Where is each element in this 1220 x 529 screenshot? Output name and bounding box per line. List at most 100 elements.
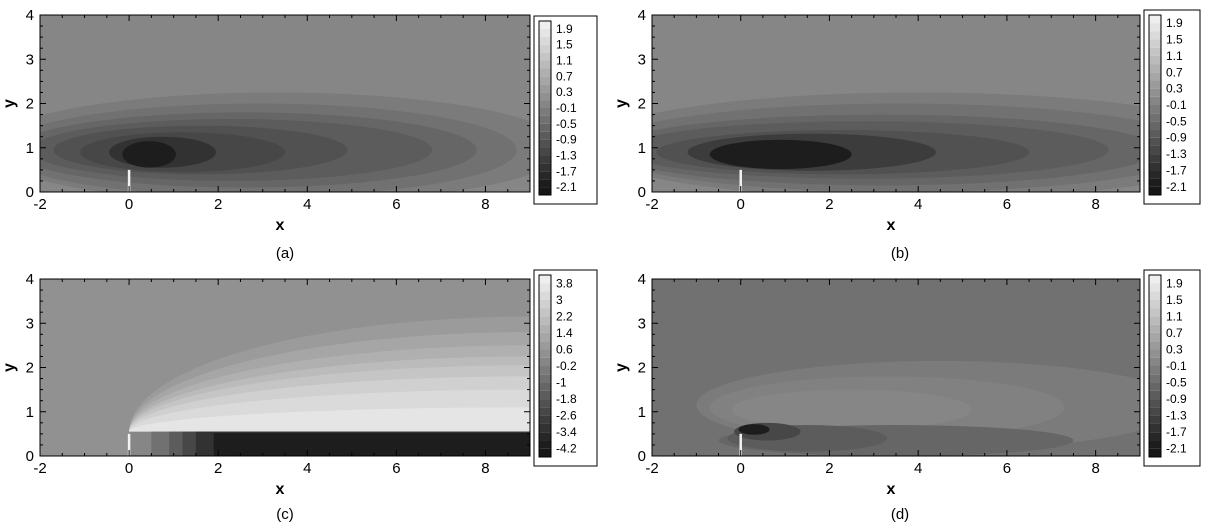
colorbar-swatch (1149, 39, 1161, 48)
colorbar-label: 1.5 (1166, 33, 1183, 47)
colorbar-swatch (539, 415, 551, 424)
colorbar-swatch (539, 374, 551, 383)
colorbar-label: 1.9 (1166, 276, 1183, 290)
colorbar-swatch (539, 423, 551, 433)
colorbar-swatch (539, 147, 551, 156)
y-axis-label: y (1, 99, 18, 108)
colorbar-label: -0.1 (1166, 98, 1187, 112)
colorbar-swatch (1149, 448, 1161, 457)
colorbar-swatch (539, 84, 551, 93)
x-tick-label: 0 (125, 460, 133, 477)
colorbar-swatch (1149, 15, 1161, 24)
colorbar-swatch (1149, 432, 1161, 441)
y-axis-label: y (613, 363, 630, 372)
colorbar-label: 1.1 (1166, 49, 1183, 63)
colorbar-swatch (539, 28, 551, 37)
colorbar-label: -0.1 (1166, 359, 1187, 373)
x-tick-label: 0 (737, 196, 745, 213)
colorbar-label: 0.7 (1166, 326, 1183, 340)
colorbar-label: -2.1 (1166, 442, 1187, 456)
y-tick-label: 2 (638, 360, 646, 377)
x-tick-label: 4 (303, 460, 311, 477)
colorbar-swatch (1149, 162, 1161, 171)
x-tick-label: 8 (481, 460, 489, 477)
x-axis-label: x (276, 217, 285, 234)
y-tick-label: 1 (26, 140, 34, 157)
colorbar-swatch (1149, 399, 1161, 408)
x-tick-label: 4 (303, 196, 311, 213)
y-tick-label: 4 (26, 271, 34, 288)
contour-region (731, 389, 972, 430)
contour-field (652, 279, 1140, 456)
colorbar-swatch (1149, 357, 1161, 366)
colorbar-label: 1.9 (556, 22, 573, 36)
colorbar-label: -3.4 (556, 425, 577, 439)
colorbar-label: -0.9 (556, 133, 577, 147)
y-tick-label: 1 (638, 404, 646, 421)
contour-region (709, 139, 852, 169)
colorbar-swatch (539, 407, 551, 416)
panel-3: -2 0 2 4 6 801234xy3.832.21.40.6-0.2-1-1.8-2.… (1, 269, 598, 523)
x-tick-label: 6 (1003, 460, 1011, 477)
colorbar-label: -2.6 (556, 409, 577, 423)
x-tick-label: -2 (33, 460, 46, 477)
colorbar-swatch (1149, 283, 1161, 292)
x-tick-label: -2 (645, 196, 658, 213)
colorbar-swatch (1149, 390, 1161, 400)
colorbar-swatch (1149, 407, 1161, 416)
colorbar-swatch (539, 283, 551, 292)
x-tick-label: 6 (392, 460, 400, 477)
colorbar-swatch (1149, 308, 1161, 317)
colorbar-label: 1.4 (556, 326, 573, 340)
colorbar-swatch (1149, 275, 1161, 284)
x-tick-label: 2 (214, 196, 222, 213)
colorbar-label: 2.2 (556, 309, 573, 323)
colorbar-swatch (539, 432, 551, 441)
panel-caption: (b) (891, 245, 909, 262)
colorbar-label: -1.3 (556, 148, 577, 162)
colorbar-label: -2.1 (556, 180, 577, 194)
colorbar-swatch (1149, 170, 1161, 179)
colorbar-swatch (1149, 332, 1161, 342)
x-tick-label: 4 (914, 460, 922, 477)
colorbar-swatch (539, 316, 551, 325)
colorbar-label: -1 (556, 376, 567, 390)
colorbar-swatch (1149, 154, 1161, 163)
panel-4: -2 0 2 4 6 801234xy1.91.51.10.70.3-0.1-0.5-0.… (613, 269, 1201, 523)
colorbar-swatch (1149, 324, 1161, 333)
colorbar-label: 1.5 (556, 38, 573, 52)
x-axis-label: x (276, 481, 285, 498)
colorbar-swatch (539, 382, 551, 391)
contour-field (652, 15, 1140, 192)
colorbar-swatch (539, 100, 551, 108)
colorbar-swatch (539, 299, 551, 309)
y-tick-label: 4 (638, 7, 646, 24)
colorbar-label: 0.3 (556, 85, 573, 99)
colorbar-swatch (1149, 23, 1161, 32)
colorbar-swatch (539, 448, 551, 457)
colorbar-swatch (539, 60, 551, 69)
colorbar-swatch (539, 92, 551, 101)
colorbar-label: 1.1 (1166, 309, 1183, 323)
colorbar-swatch (539, 36, 551, 45)
colorbar-swatch (1149, 129, 1161, 138)
colorbar-swatch (1149, 374, 1161, 383)
colorbar-label: -0.5 (556, 117, 577, 131)
colorbar-swatch (539, 357, 551, 366)
y-tick-label: 3 (638, 51, 646, 68)
colorbar-swatch (1149, 366, 1161, 375)
y-tick-label: 0 (26, 448, 34, 465)
colorbar-label: -0.5 (1166, 376, 1187, 390)
colorbar-swatch (539, 324, 551, 333)
y-tick-label: 1 (26, 404, 34, 421)
colorbar-label: -4.2 (556, 442, 577, 456)
colorbar-swatch (1149, 423, 1161, 433)
colorbar-swatch (1149, 299, 1161, 309)
y-tick-label: 2 (26, 96, 34, 113)
colorbar-swatch (1149, 178, 1161, 187)
colorbar-swatch (539, 399, 551, 408)
x-axis-label: x (887, 481, 896, 498)
colorbar-swatch (1149, 291, 1161, 300)
y-axis-label: y (613, 99, 630, 108)
